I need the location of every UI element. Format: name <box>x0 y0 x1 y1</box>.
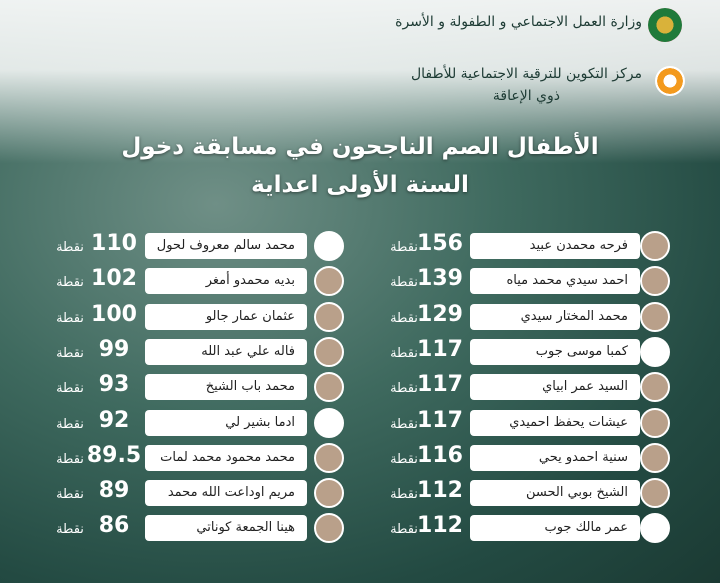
student-score: 100 <box>91 301 137 327</box>
student-score: 112 <box>417 478 463 504</box>
student-photo <box>640 266 670 297</box>
student-score: 116 <box>417 442 463 468</box>
student-name: هينا الجمعة كوناتي <box>145 515 307 542</box>
student-name: فاله علي عبد الله <box>145 338 307 365</box>
score-unit: نقطة <box>56 487 84 503</box>
student-name: احمد سيدي محمد مياه <box>470 268 640 295</box>
student-photo <box>314 266 344 297</box>
ministry-logo <box>648 8 682 42</box>
student-photo <box>314 301 344 332</box>
student-score: 112 <box>417 513 463 539</box>
student-photo <box>640 336 670 367</box>
student-photo <box>314 336 344 367</box>
student-photo <box>640 231 670 261</box>
score-unit: نقطة <box>56 416 84 432</box>
ministry-name: وزارة العمل الاجتماعي و الطفولة و الأسرة <box>395 14 642 30</box>
student-name: محمد سالم معروف لحول <box>145 233 307 259</box>
score-unit: نقطة <box>56 310 84 326</box>
title: السنة الأولى اعداية <box>251 172 469 198</box>
student-photo <box>314 478 344 509</box>
student-score: 102 <box>91 266 137 292</box>
score-unit: نقطة <box>390 345 418 361</box>
student-score: 110 <box>91 231 137 256</box>
student-score: 117 <box>417 336 463 362</box>
student-score: 117 <box>417 372 463 398</box>
score-unit: نقطة <box>390 487 418 503</box>
student-score: 99 <box>98 336 130 362</box>
student-photo <box>314 231 344 261</box>
student-photo <box>314 442 344 473</box>
student-name: كمبا موسى جوب <box>470 338 640 365</box>
center-name: ذوي الإعاقة <box>492 88 560 104</box>
student-name: عيشات يحفظ احميدي <box>470 409 640 436</box>
score-unit: نقطة <box>56 451 84 467</box>
student-name: سنية احمدو يحي <box>470 444 640 471</box>
student-name: فرحه محمدن عبيد <box>470 233 640 259</box>
student-name: السيد عمر ابياي <box>470 374 640 401</box>
student-photo <box>640 442 670 473</box>
score-unit: نقطة <box>56 345 84 361</box>
student-name: محمد باب الشيخ <box>145 374 307 401</box>
student-score: 129 <box>417 301 463 327</box>
student-name: عمر مالك جوب <box>470 515 640 542</box>
student-score: 117 <box>417 407 463 433</box>
student-name: عثمان عمار جالو <box>145 303 307 330</box>
student-name: محمد محمود محمد لمات <box>145 444 307 471</box>
score-unit: نقطة <box>56 240 84 255</box>
student-name: محمد المختار سيدي <box>470 303 640 330</box>
student-score: 92 <box>98 407 130 433</box>
student-photo <box>314 407 344 438</box>
student-score: 89.5 <box>86 442 142 468</box>
score-unit: نقطة <box>390 310 418 326</box>
student-name: مريم اوداعت الله محمد <box>145 480 307 507</box>
score-unit: نقطة <box>56 522 84 538</box>
student-score: 93 <box>98 372 130 398</box>
center-logo <box>655 66 685 96</box>
student-photo <box>640 478 670 509</box>
student-photo <box>314 513 344 544</box>
score-unit: نقطة <box>56 275 84 291</box>
title: الأطفال الصم الناجحون في مسابقة دخول <box>121 134 599 160</box>
student-score: 139 <box>417 266 463 292</box>
score-unit: نقطة <box>390 416 418 432</box>
student-name: بديه محمدو أمغر <box>145 268 307 295</box>
student-photo <box>314 372 344 403</box>
score-unit: نقطة <box>390 522 418 538</box>
student-score: 156 <box>417 231 463 256</box>
score-unit: نقطة <box>390 451 418 467</box>
student-name: ادما بشير لي <box>145 409 307 436</box>
student-photo <box>640 513 670 544</box>
student-score: 86 <box>98 513 130 539</box>
student-photo <box>640 407 670 438</box>
student-score: 89 <box>98 478 130 504</box>
score-unit: نقطة <box>390 381 418 397</box>
score-unit: نقطة <box>56 381 84 397</box>
center-name: مركز التكوين للترقية الاجتماعية للأطفال <box>410 66 642 82</box>
student-name: الشيخ بوبي الحسن <box>470 480 640 507</box>
student-photo <box>640 301 670 332</box>
student-photo <box>640 372 670 403</box>
score-unit: نقطة <box>390 240 418 255</box>
score-unit: نقطة <box>390 275 418 291</box>
